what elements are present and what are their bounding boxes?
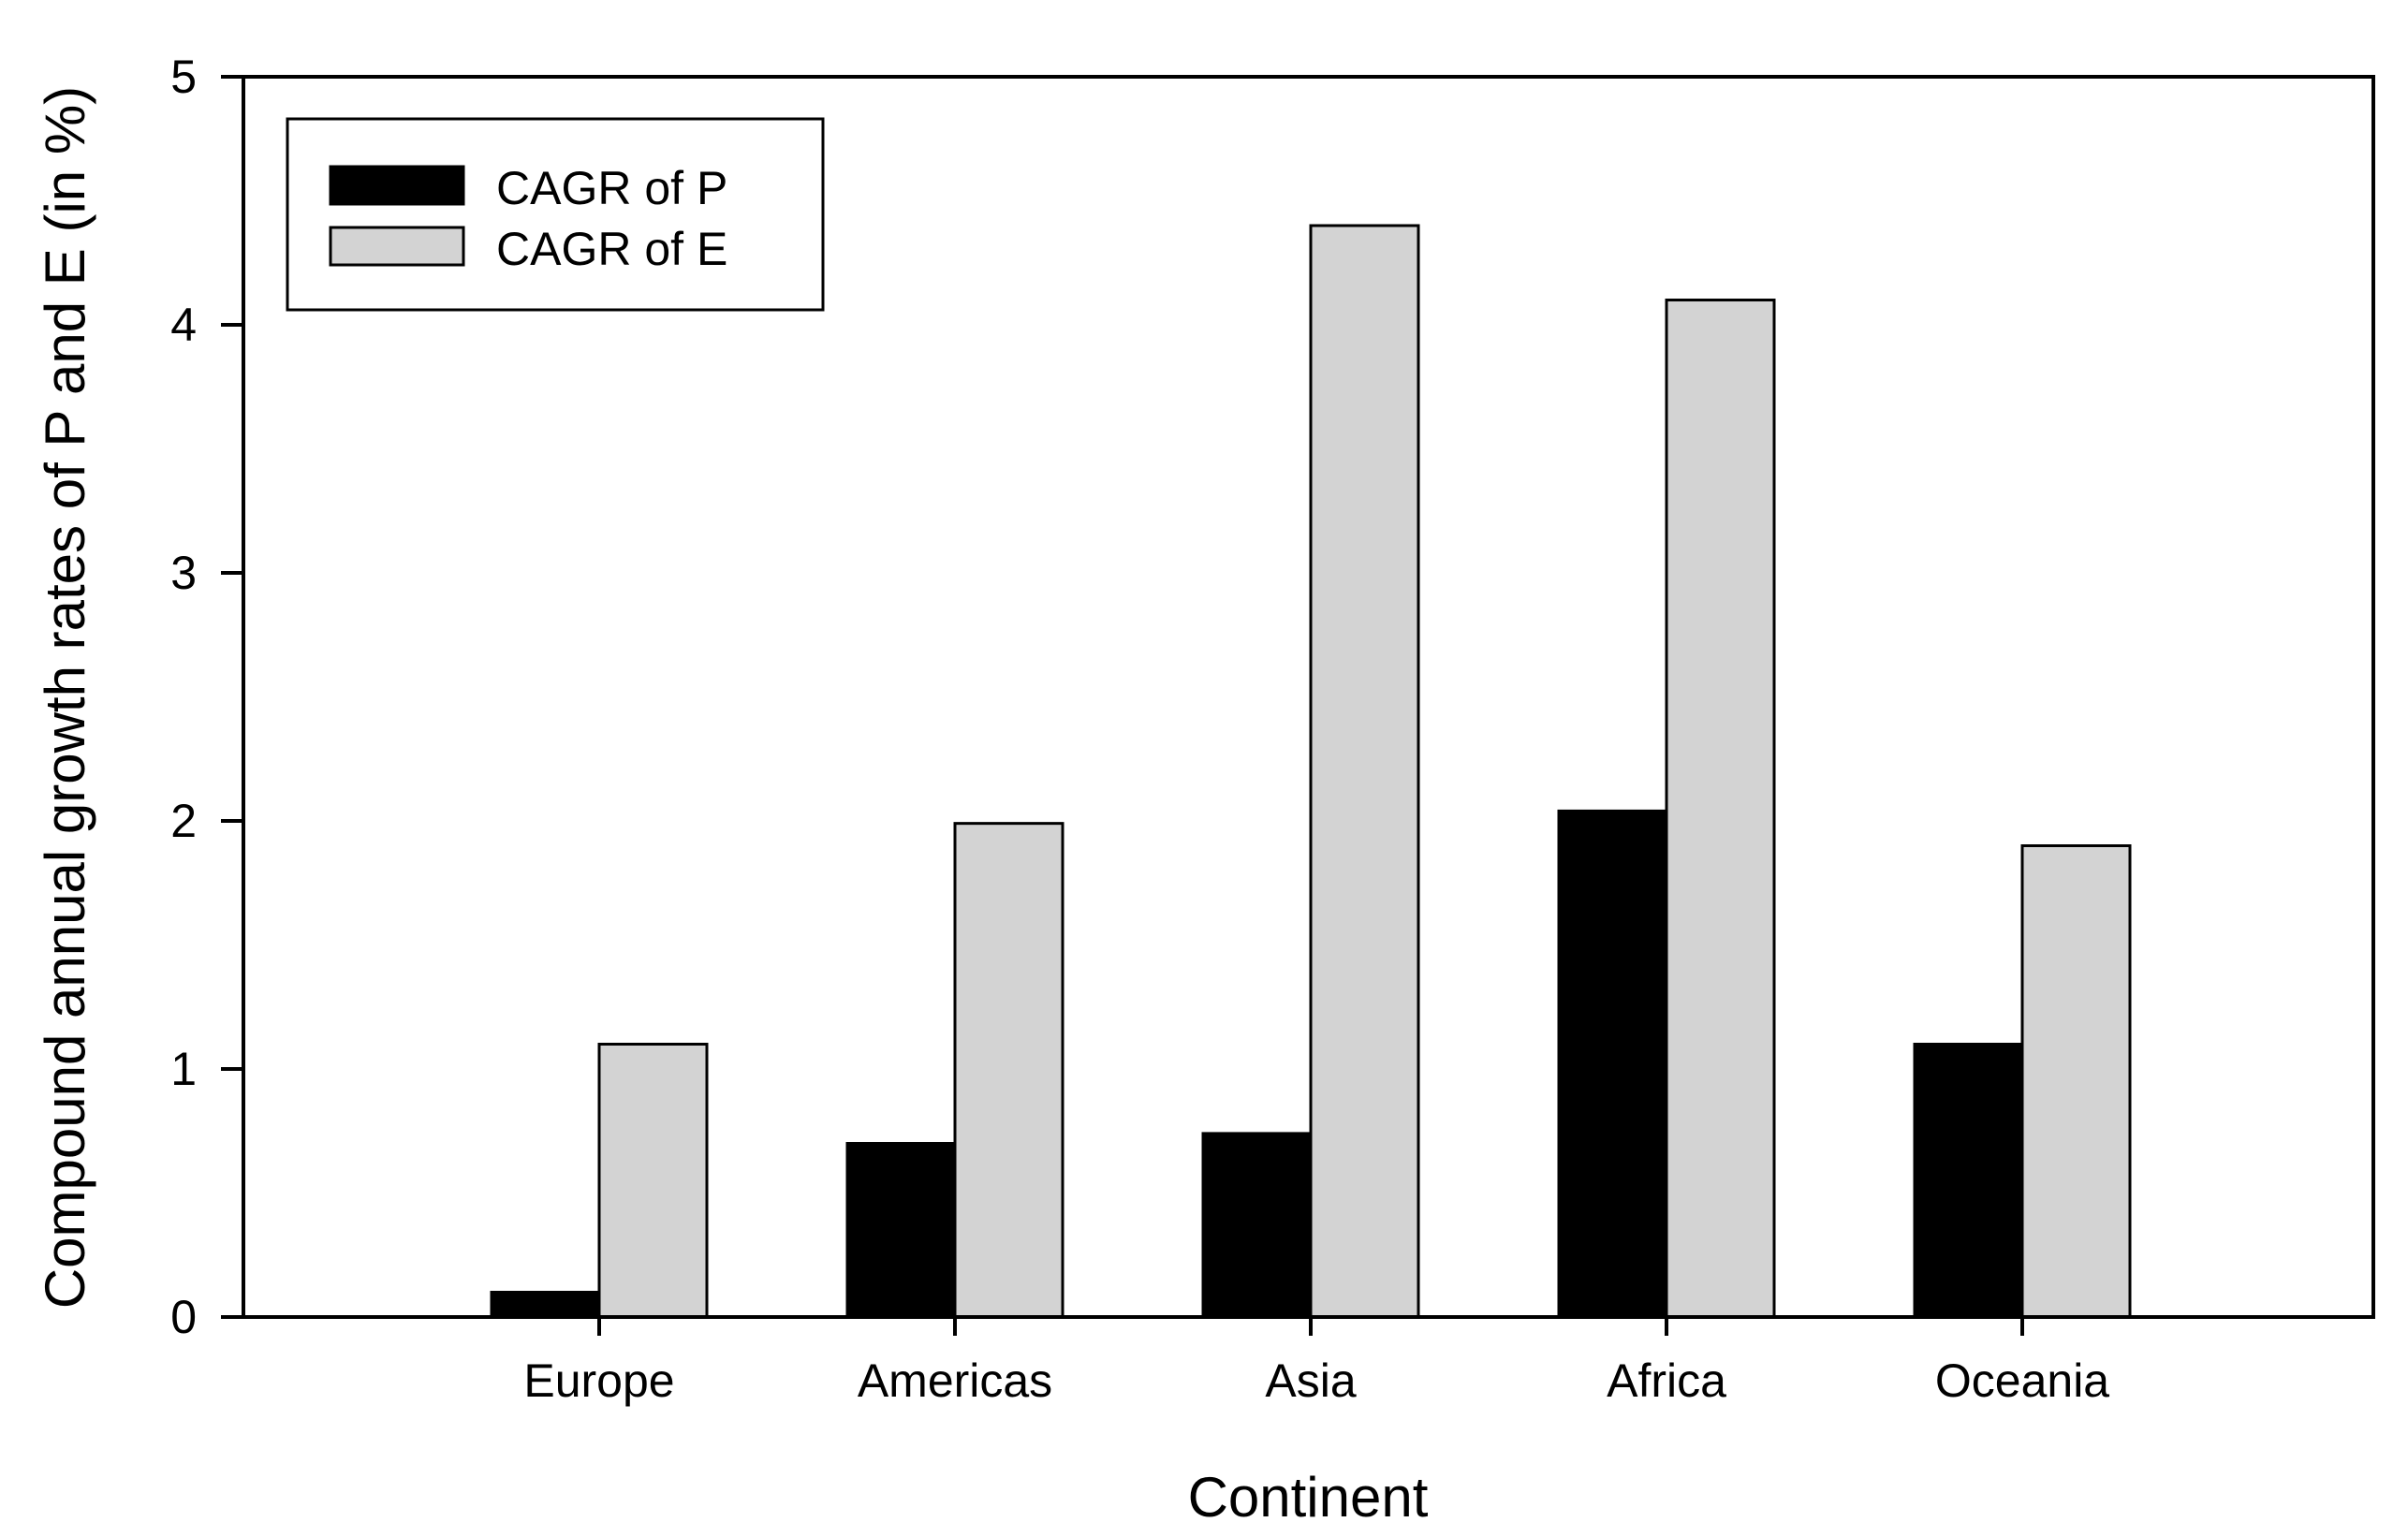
x-tick-label-asia: Asia: [1265, 1354, 1356, 1407]
bar-p-oceania: [1913, 1043, 2024, 1319]
legend: CAGR of P CAGR of E: [286, 117, 825, 312]
plot-frame: [242, 75, 2375, 1319]
bar-p-americas: [845, 1142, 957, 1319]
x-tick-label-europe: Europe: [523, 1354, 674, 1407]
bar-p-europe: [490, 1291, 601, 1319]
legend-swatch-e: [329, 226, 465, 267]
bar-e-asia: [1309, 224, 1420, 1319]
bar-e-oceania: [2020, 844, 2132, 1319]
x-axis-ticks: Europe Americas Asia Africa Oceania: [523, 1317, 2109, 1407]
legend-label-e: CAGR of E: [496, 223, 727, 275]
bars-group: [490, 224, 2132, 1319]
x-tick-label-americas: Americas: [858, 1354, 1052, 1407]
y-tick-label: 4: [170, 299, 197, 351]
y-tick-label: 0: [170, 1291, 197, 1343]
legend-frame: [286, 117, 825, 312]
y-tick-label: 5: [170, 51, 197, 103]
bar-p-africa: [1557, 809, 1668, 1319]
y-tick-label: 2: [170, 795, 197, 847]
y-tick-label: 1: [170, 1043, 197, 1095]
x-axis-title: Continent: [1188, 1466, 1429, 1529]
legend-label-p: CAGR of P: [496, 162, 727, 214]
bar-e-americas: [953, 822, 1065, 1319]
y-axis-title: Compound annual growth rates of P and E …: [34, 86, 96, 1309]
x-tick-label-africa: Africa: [1607, 1354, 1726, 1407]
y-axis-ticks: 0 1 2 3 4 5: [170, 51, 243, 1343]
x-tick-label-oceania: Oceania: [1935, 1354, 2109, 1407]
y-tick-label: 3: [170, 547, 197, 599]
bar-p-asia: [1201, 1132, 1313, 1319]
bar-e-africa: [1665, 299, 1776, 1319]
bar-e-europe: [597, 1043, 709, 1319]
legend-swatch-p: [329, 165, 465, 206]
